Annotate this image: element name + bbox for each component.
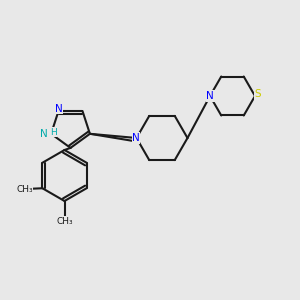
Text: N: N <box>132 133 140 143</box>
Text: CH₃: CH₃ <box>56 217 73 226</box>
Text: CH₃: CH₃ <box>16 185 33 194</box>
Text: N: N <box>206 91 214 101</box>
Text: N: N <box>40 129 47 139</box>
Text: N: N <box>55 103 62 114</box>
Text: H: H <box>50 128 57 137</box>
Text: S: S <box>254 89 261 100</box>
